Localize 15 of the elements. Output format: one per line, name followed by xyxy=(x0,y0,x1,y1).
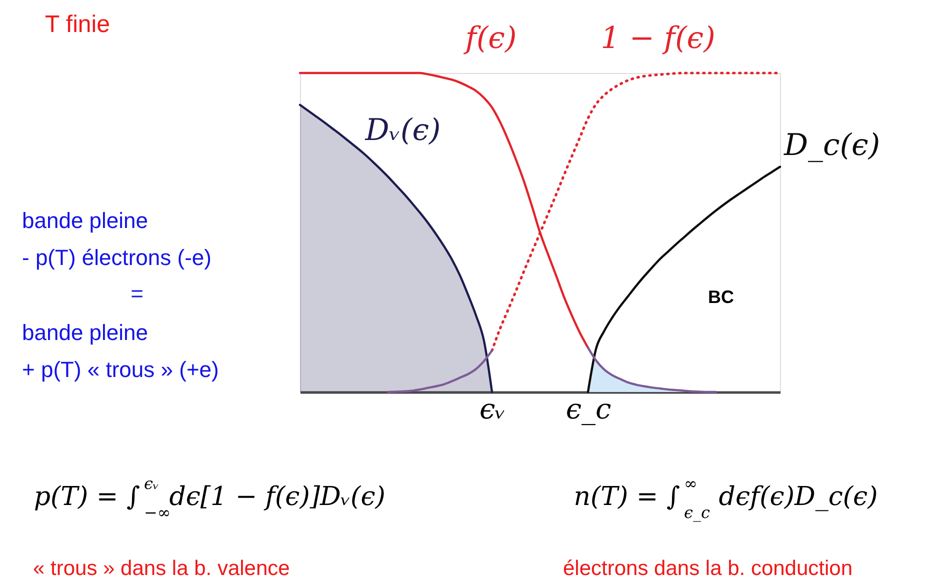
x-tick-label: ϵᵥ xyxy=(479,392,506,426)
text: T finie xyxy=(45,11,110,38)
text: électrons dans la b. conduction xyxy=(563,557,853,580)
text: + p(T) « trous » (+e) xyxy=(22,357,219,382)
series-label: Dᵥ(ϵ) xyxy=(364,113,441,148)
text: bande pleine xyxy=(22,208,148,233)
series-label: f(ϵ) xyxy=(463,21,517,56)
text: - p(T) électrons (-e) xyxy=(22,245,212,270)
text: bande pleine xyxy=(22,320,148,345)
series-label: 1 − f(ϵ) xyxy=(600,21,716,56)
x-tick-label: ϵ_c xyxy=(566,392,612,426)
series-label: D_c(ϵ) xyxy=(783,128,880,163)
text: « trous » dans la b. valence xyxy=(33,557,290,580)
text: = xyxy=(130,281,144,306)
annotation: BC xyxy=(708,287,734,307)
